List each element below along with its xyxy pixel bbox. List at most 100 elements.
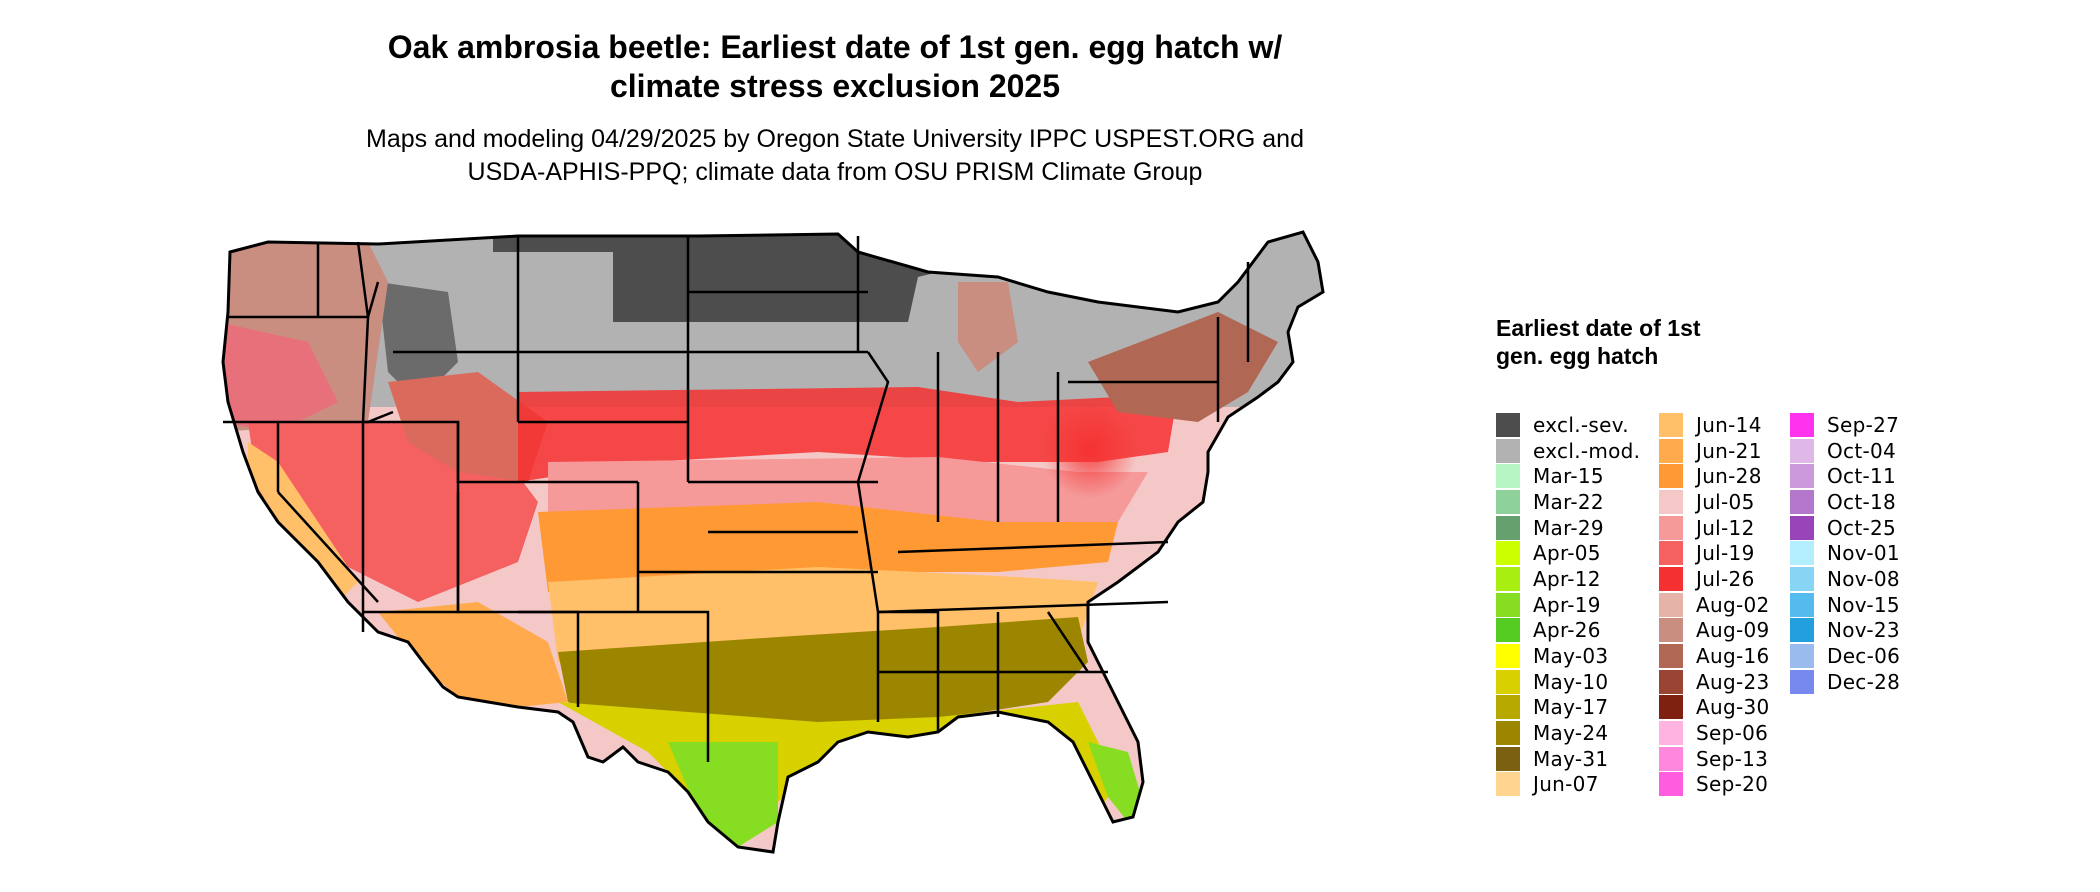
legend-item: Oct-25 — [1790, 515, 1900, 541]
legend-swatch — [1496, 618, 1520, 643]
legend-swatch — [1659, 412, 1683, 437]
legend-swatch — [1659, 618, 1683, 643]
zone-south-central-jun-28 — [538, 502, 1118, 592]
legend-label: Jul-05 — [1696, 489, 1755, 514]
legend-swatch — [1790, 644, 1814, 669]
legend-label: May-03 — [1533, 644, 1609, 669]
legend-swatch — [1496, 592, 1520, 617]
legend-swatch — [1496, 515, 1520, 540]
legend-swatch — [1496, 746, 1520, 771]
legend-swatch — [1659, 464, 1683, 489]
legend-label: Sep-27 — [1827, 412, 1900, 437]
legend-swatch — [1790, 412, 1814, 437]
legend-swatch — [1659, 438, 1683, 463]
legend-swatch — [1496, 644, 1520, 669]
legend-label: Mar-15 — [1533, 464, 1604, 489]
legend-label: Oct-11 — [1827, 464, 1897, 489]
legend-swatch — [1659, 592, 1683, 617]
legend-item: Sep-20 — [1659, 772, 1770, 798]
legend-label: Apr-19 — [1533, 592, 1601, 617]
legend-item: Mar-15 — [1496, 463, 1640, 489]
legend-label: May-17 — [1533, 695, 1609, 720]
legend-item: Nov-15 — [1790, 592, 1900, 618]
legend-swatch — [1659, 669, 1683, 694]
legend-item: Oct-18 — [1790, 489, 1900, 515]
legend-item: May-10 — [1496, 669, 1640, 695]
legend-swatch — [1790, 566, 1814, 591]
zone-excl-severe-rockies — [378, 282, 458, 402]
legend-item: Jun-21 — [1659, 438, 1770, 464]
legend-label: Sep-13 — [1696, 746, 1769, 771]
legend-label: Nov-15 — [1827, 592, 1900, 617]
legend-swatch — [1496, 669, 1520, 694]
legend-item: Apr-19 — [1496, 592, 1640, 618]
legend-label: Nov-08 — [1827, 566, 1900, 591]
legend-label: Dec-28 — [1827, 669, 1901, 694]
state-borders — [223, 236, 1250, 762]
legend-label: Jun-28 — [1696, 464, 1762, 489]
zone-texas-apr — [668, 742, 778, 847]
legend-item: Apr-26 — [1496, 618, 1640, 644]
legend-item: Jul-05 — [1659, 489, 1770, 515]
legend-swatch — [1790, 592, 1814, 617]
legend-item: Aug-16 — [1659, 643, 1770, 669]
legend-item: Jun-28 — [1659, 463, 1770, 489]
legend-item: Oct-04 — [1790, 438, 1900, 464]
legend-swatch — [1496, 438, 1520, 463]
legend-swatch — [1659, 541, 1683, 566]
legend-item: excl.-sev. — [1496, 412, 1640, 438]
legend-label: May-31 — [1533, 746, 1609, 771]
legend-item: May-31 — [1496, 746, 1640, 772]
legend-label: Oct-04 — [1827, 438, 1897, 463]
legend-label: Mar-29 — [1533, 515, 1604, 540]
legend-swatch — [1496, 695, 1520, 720]
legend-label: Nov-01 — [1827, 541, 1900, 566]
legend-item: Apr-12 — [1496, 566, 1640, 592]
legend-label: excl.-sev. — [1533, 412, 1629, 437]
legend-item: Jul-26 — [1659, 566, 1770, 592]
zone-michigan-aug — [958, 282, 1018, 372]
legend-swatch — [1659, 772, 1683, 797]
legend-swatch — [1659, 515, 1683, 540]
legend-swatch — [1496, 541, 1520, 566]
legend-swatch — [1659, 695, 1683, 720]
legend-column-2: Jun-14 Jun-21 Jun-28 Jul-05 Jul-12 Jul-19 Jul-… — [1659, 412, 1770, 797]
legend-item: Mar-29 — [1496, 515, 1640, 541]
legend-title: Earliest date of 1st gen. egg hatch — [1496, 315, 1701, 369]
legend-item: Aug-23 — [1659, 669, 1770, 695]
zone-utah-colorado-aug — [388, 372, 548, 482]
zone-south-central-jun-14 — [548, 567, 1098, 662]
map-subtitle-line-2: USDA-APHIS-PPQ; climate data from OSU PR… — [467, 158, 1203, 186]
legend-item: excl.-mod. — [1496, 438, 1640, 464]
legend-label: Sep-06 — [1696, 721, 1769, 746]
legend-item: Aug-09 — [1659, 618, 1770, 644]
legend-swatch — [1659, 489, 1683, 514]
map-title: Oak ambrosia beetle: Earliest date of 1s… — [260, 28, 1410, 106]
legend-item: Nov-01 — [1790, 540, 1900, 566]
zone-southwest-jun — [378, 602, 568, 707]
legend-column-3: Sep-27 Oct-04 Oct-11 Oct-18 Oct-25 Nov-01 Nov-… — [1790, 412, 1900, 695]
legend-label: May-10 — [1533, 669, 1609, 694]
legend-swatch — [1496, 772, 1520, 797]
us-phenology-map — [221, 230, 1325, 854]
legend-item: Apr-05 — [1496, 540, 1640, 566]
legend-label: Jun-14 — [1696, 412, 1762, 437]
legend-item: Sep-27 — [1790, 412, 1900, 438]
legend-item: Nov-23 — [1790, 618, 1900, 644]
legend-label: Jun-07 — [1533, 772, 1599, 797]
legend-swatch — [1790, 464, 1814, 489]
legend-label: Dec-06 — [1827, 644, 1901, 669]
legend-label: Apr-26 — [1533, 618, 1601, 643]
legend-label: Apr-12 — [1533, 566, 1601, 591]
legend-label: Nov-23 — [1827, 618, 1900, 643]
map-title-line-2: climate stress exclusion 2025 — [609, 68, 1061, 104]
legend-item: May-24 — [1496, 720, 1640, 746]
legend-swatch — [1790, 489, 1814, 514]
legend-item: May-17 — [1496, 695, 1640, 721]
legend-swatch — [1496, 412, 1520, 437]
legend-swatch — [1790, 515, 1814, 540]
legend-item: Aug-02 — [1659, 592, 1770, 618]
legend-label: Aug-16 — [1696, 644, 1770, 669]
legend-swatch — [1790, 541, 1814, 566]
legend-item: Aug-30 — [1659, 695, 1770, 721]
